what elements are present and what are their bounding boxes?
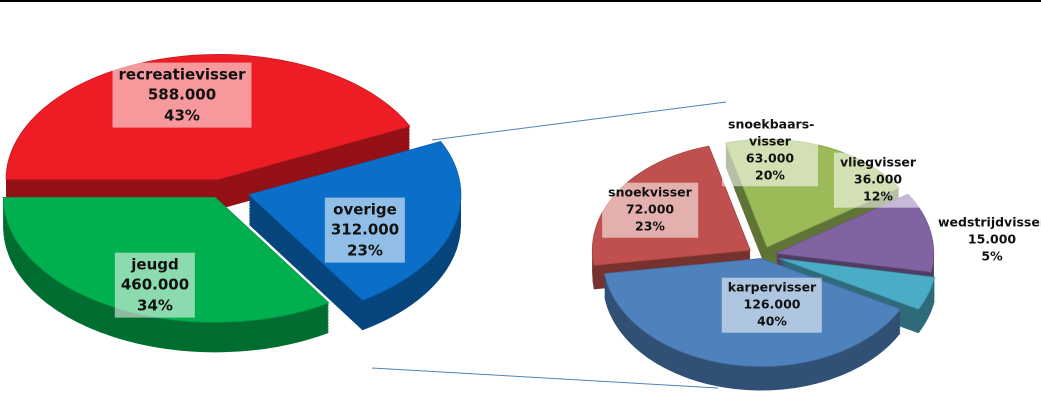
label-value: 63.000 [745,150,795,165]
data-label: wedstrijdvisser 15.000 5% [932,213,1041,268]
label-category: karpervisser [727,279,817,295]
label-category: wedstrijdvisser [937,214,1041,230]
pie-slice [5,54,411,210]
pie-slice [248,141,462,331]
label-percent: 34% [137,296,173,315]
data-label: jeugd 460.000 34% [114,252,196,318]
data-label: snoekbaars-visser 63.000 20% [722,114,818,186]
data-label: overige 312.000 23% [324,197,406,263]
data-label: karpervisser 126.000 40% [721,277,823,333]
label-percent: 23% [347,241,383,260]
label-category: overige [333,200,397,219]
data-label: snoekvisser 72.000 23% [602,182,698,238]
label-category: jeugd [131,255,179,274]
data-label: vliegvisser 36.000 12% [833,152,923,208]
data-label: recreatievisser 588.000 43% [112,62,252,128]
label-percent: 12% [863,188,893,204]
label-percent: 5% [981,248,1003,264]
label-category: vliegvisser [839,154,917,170]
label-category: snoekbaars-visser [728,116,815,149]
label-value: 15.000 [967,231,1017,247]
label-percent: 43% [164,106,200,125]
label-value: 36.000 [853,171,903,187]
label-value: 312.000 [330,220,400,239]
label-category: snoekvisser [608,184,692,200]
label-value: 588.000 [147,85,217,104]
label-percent: 40% [757,313,787,329]
label-category: recreatievisser [118,65,246,84]
label-percent: 20% [755,166,785,182]
connector-line [371,367,719,389]
label-value: 460.000 [120,275,190,294]
connector-line [431,101,727,141]
label-value: 72.000 [625,201,675,217]
slice-top [778,258,936,310]
label-value: 126.000 [743,296,801,312]
label-percent: 23% [635,218,665,234]
